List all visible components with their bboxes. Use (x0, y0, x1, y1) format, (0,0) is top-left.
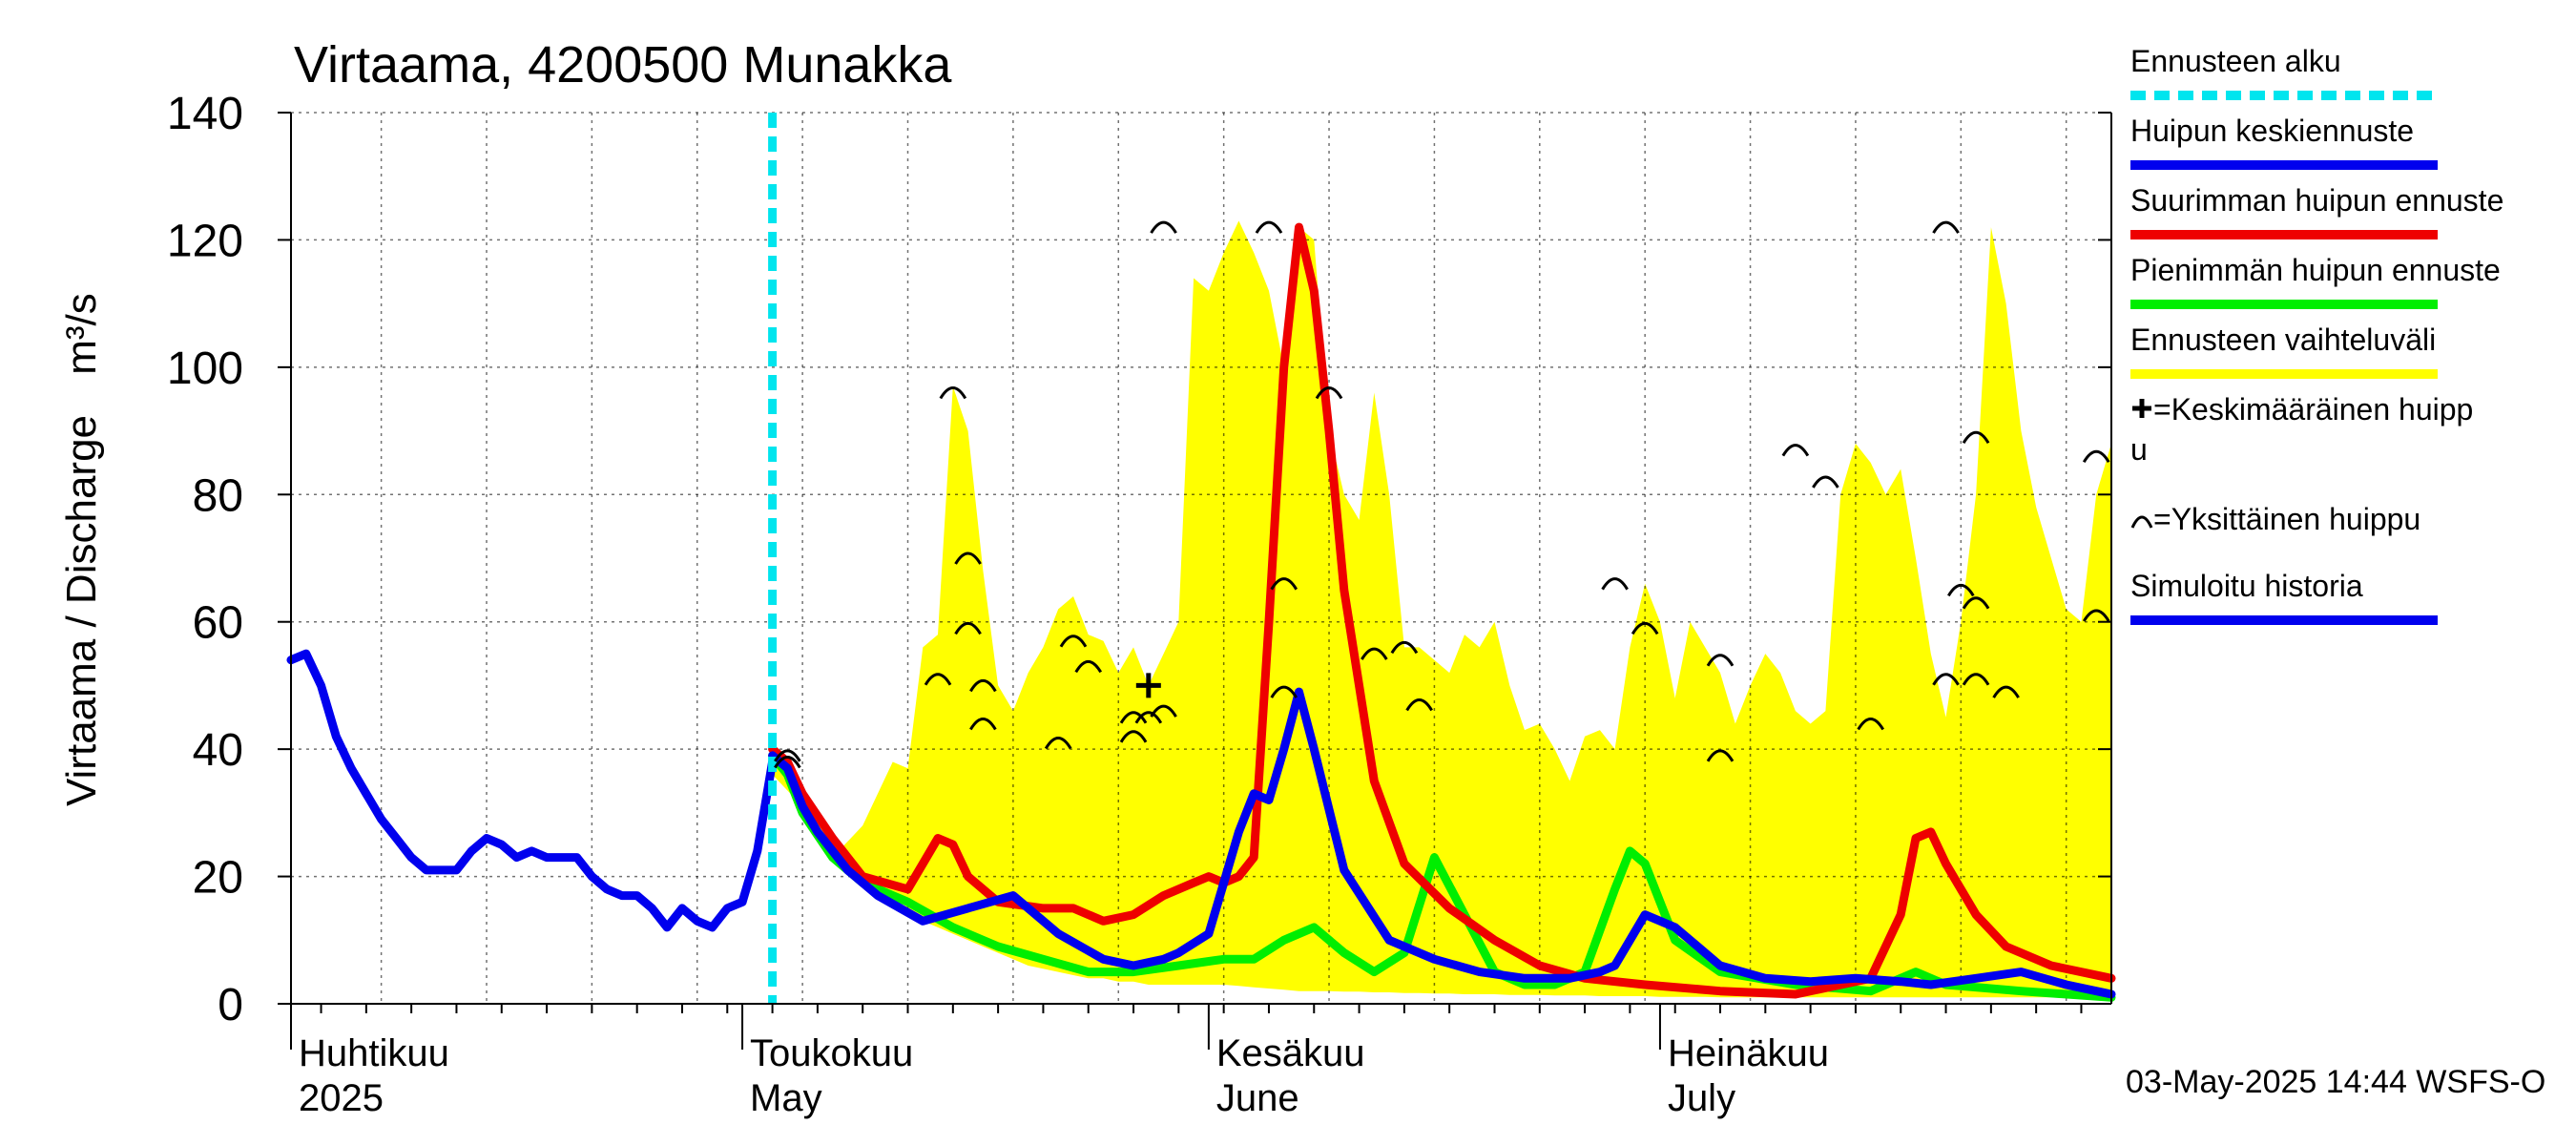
individual-peak-marker (939, 386, 967, 400)
individual-peak-marker (1706, 654, 1735, 667)
y-axis-label: Virtaama / Discharge (58, 415, 105, 806)
x-month-label-fi: Heinäkuu (1668, 1032, 1829, 1074)
individual-peak-marker (924, 673, 952, 686)
grid (291, 112, 2111, 1005)
x-month-label-en: 2025 (299, 1077, 384, 1119)
individual-peak-marker (1631, 621, 1659, 635)
y-tick-label: 60 (193, 598, 243, 649)
individual-peak-marker (1781, 444, 1810, 457)
individual-peak-marker (1706, 749, 1735, 762)
individual-peak-marker (1812, 475, 1839, 489)
individual-peak-marker (954, 552, 982, 565)
range-band (772, 220, 2111, 998)
individual-peak-marker (1150, 220, 1177, 234)
y-tick-label: 80 (193, 470, 243, 521)
individual-peak-marker (774, 749, 801, 762)
individual-peak-marker (1405, 697, 1433, 712)
individual-peak-marker (1962, 596, 1990, 610)
series-simuloitu-historia (286, 649, 778, 932)
individual-peak-marker (1119, 730, 1148, 743)
individual-peak-marker (1044, 737, 1072, 750)
series-pienimm-n-huipun-ennuste (768, 751, 2116, 1002)
individual-peak-marker (1947, 583, 1975, 597)
legend-label: =Yksittäinen huippu (2153, 502, 2420, 536)
individual-peak-marker (774, 756, 801, 769)
individual-peak-marker (1270, 577, 1298, 591)
y-tick-label: 140 (167, 89, 243, 139)
individual-peak-marker (969, 717, 997, 731)
mean-peak-marker (1135, 673, 1161, 698)
x-month-label-en: June (1216, 1077, 1299, 1119)
legend-label-cont: u (2130, 432, 2148, 467)
individual-peak-marker (1315, 386, 1343, 400)
individual-peak-marker (2082, 449, 2110, 464)
individual-peak-marker (1074, 659, 1103, 674)
y-axis-unit: m³/s (58, 293, 105, 375)
y-tick-label: 20 (193, 853, 243, 904)
individual-peak-marker (1134, 711, 1163, 724)
legend-label: Suurimman huipun ennuste (2130, 183, 2503, 218)
legend-label: =Keskimääräinen huipp (2153, 392, 2473, 427)
legend-label: Pienimmän huipun ennuste (2130, 253, 2501, 287)
individual-peak-marker (1932, 673, 1960, 686)
individual-peak-marker (1962, 430, 1990, 445)
individual-peak-marker (1932, 220, 1960, 234)
y-tick-label: 120 (167, 216, 243, 266)
y-tick-label: 0 (218, 980, 243, 1030)
legend-plus-icon (2132, 399, 2151, 418)
x-month-label-en: May (750, 1077, 822, 1119)
individual-peak-marker (954, 621, 982, 635)
chart-title: Virtaama, 4200500 Munakka (294, 36, 952, 94)
series-lines (286, 113, 2116, 1004)
individual-peak-marker (1255, 220, 1283, 234)
legend-arc-icon (2130, 515, 2153, 529)
forecast-range-band (772, 220, 2111, 998)
x-month-label-en: July (1668, 1077, 1735, 1119)
series-huipun-keskiennuste (768, 687, 2116, 999)
individual-peak-marker (1390, 640, 1419, 655)
individual-peak-marker (1150, 704, 1177, 718)
individual-peak-marker (1270, 685, 1298, 698)
legend-label: Ennusteen alku (2130, 44, 2341, 78)
legend-label: Huipun keskiennuste (2130, 114, 2414, 148)
individual-peak-marker (2082, 609, 2110, 622)
x-month-label-fi: Huhtikuu (299, 1032, 449, 1074)
series-suurimman-huipun-ennuste (768, 222, 2116, 999)
peak-markers (774, 220, 2110, 769)
x-month-label-fi: Toukokuu (750, 1032, 913, 1074)
individual-peak-marker (1962, 673, 1990, 686)
x-month-label-fi: Kesäkuu (1216, 1032, 1365, 1074)
y-tick-label: 40 (193, 725, 243, 776)
individual-peak-marker (969, 678, 997, 693)
y-tick-label: 100 (167, 344, 243, 394)
legend-label: Simuloitu historia (2130, 569, 2363, 603)
individual-peak-marker (1857, 717, 1884, 731)
footer-timestamp: 03-May-2025 14:44 WSFS-O (2126, 1064, 2545, 1100)
individual-peak-marker (1992, 685, 2020, 698)
individual-peak-marker (1059, 635, 1088, 648)
individual-peak-marker (1601, 577, 1629, 591)
legend: Ennusteen alku Huipun keskiennuste Suurimm… (2130, 44, 2503, 625)
individual-peak-marker (1119, 711, 1148, 724)
individual-peak-marker (1361, 647, 1388, 660)
legend-label: Ennusteen vaihteluväli (2130, 323, 2436, 357)
